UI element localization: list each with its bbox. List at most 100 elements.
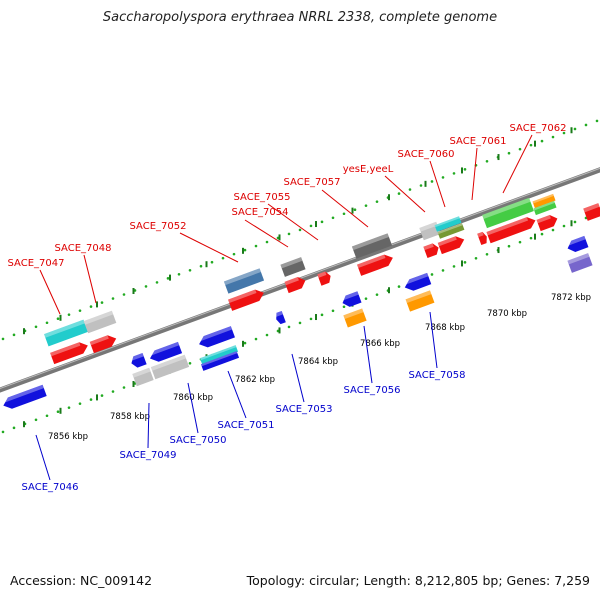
track-dot <box>562 131 566 135</box>
gene-body <box>199 345 239 365</box>
leader-line <box>227 370 247 419</box>
gene-feature-orange <box>343 308 367 328</box>
gene-shine <box>44 319 85 338</box>
gene-shine <box>343 308 364 320</box>
track-dot <box>397 285 401 288</box>
kbp-tick-label: 7858 kbp <box>110 412 150 422</box>
track-dot <box>342 212 346 216</box>
gene-label-text: SACE_7055 <box>234 192 291 203</box>
track-dot <box>397 192 401 195</box>
reverse-gene-label: SACE_7056 <box>344 325 401 396</box>
gene-shine <box>280 257 303 269</box>
gene-body <box>342 291 362 307</box>
gene-feature-green <box>533 200 557 216</box>
gene-feature-cyan <box>434 216 462 232</box>
track-dot <box>56 317 60 321</box>
track-dot <box>518 147 522 151</box>
gene-feature-darkgrey <box>351 233 393 259</box>
gene-shine <box>317 271 327 278</box>
gene-body <box>357 254 393 276</box>
leader-line <box>83 254 97 304</box>
gene-feature-grey <box>83 310 117 334</box>
track-dot <box>375 200 379 203</box>
track-dot <box>320 313 324 317</box>
gene-cds-forward <box>423 243 439 259</box>
track-dot <box>254 244 258 248</box>
gene-shine <box>477 231 484 238</box>
forward-gene-label: SACE_7061 <box>450 136 506 201</box>
track-dot <box>67 406 71 409</box>
gene-shine <box>129 352 144 362</box>
gene-body <box>583 203 600 221</box>
kbp-tick-label: 7856 kbp <box>48 432 88 442</box>
track-dot <box>540 139 544 143</box>
gene-body <box>132 367 154 387</box>
track-dot <box>375 293 379 296</box>
track-dot <box>122 293 126 296</box>
gene-label-text: yesE,yeeL <box>343 164 394 175</box>
gene-cds-forward <box>437 236 465 255</box>
track-dot <box>34 418 38 422</box>
leader-line <box>147 402 150 449</box>
track-dot <box>166 277 170 280</box>
track-dot <box>221 256 225 260</box>
reverse-gene-label: SACE_7058 <box>409 311 465 381</box>
gene-shine <box>437 236 457 247</box>
gene-label-text: SACE_7046 <box>22 482 79 493</box>
gene-cds-reverse <box>129 352 147 368</box>
gene-body <box>200 351 240 371</box>
track-dot <box>485 159 489 163</box>
gene-body <box>44 319 88 347</box>
leader-line <box>384 175 426 213</box>
track-dot <box>243 341 247 345</box>
track-dot <box>463 261 467 264</box>
gene-body <box>434 216 462 232</box>
gene-shine <box>434 216 460 228</box>
gene-shine <box>284 276 299 286</box>
gene-shine <box>536 214 551 224</box>
track-dot <box>1 430 5 434</box>
track-dot <box>298 228 302 232</box>
gene-shine <box>89 335 109 346</box>
gene-shine <box>200 351 238 367</box>
forward-gene-label: SACE_7048 <box>55 243 111 304</box>
gene-body <box>83 310 117 334</box>
gene-label-text: SACE_7047 <box>8 258 65 269</box>
gene-cds-forward <box>317 271 331 286</box>
track-dot <box>331 309 335 313</box>
gene-body <box>532 193 556 209</box>
gene-cds-forward <box>536 214 558 232</box>
kbp-tick-label: 7860 kbp <box>173 393 213 403</box>
kbp-tick-label: 7864 kbp <box>298 357 338 367</box>
forward-gene-label: SACE_7062 <box>502 123 566 194</box>
gene-feature-blue <box>200 351 240 371</box>
track-dot <box>452 265 456 268</box>
gene-shine <box>532 193 554 204</box>
leader-line <box>179 232 239 263</box>
gene-body <box>131 352 147 368</box>
track-dot <box>111 390 115 393</box>
reverse-gene-label: SACE_7046 <box>22 434 79 493</box>
track-dot <box>89 398 93 401</box>
gene-cds-reverse <box>147 341 183 362</box>
gene-shine <box>402 272 429 286</box>
gene-shine <box>437 223 463 235</box>
gene-shine <box>199 345 237 361</box>
gene-feature-orange <box>532 193 556 209</box>
gene-body <box>351 233 393 259</box>
track-dot <box>419 184 423 187</box>
gene-label-text: SACE_7052 <box>130 221 187 232</box>
leader-line <box>39 269 61 315</box>
track-dot <box>474 257 478 260</box>
gene-shine <box>567 253 590 265</box>
gene-cds-reverse <box>340 291 362 307</box>
gene-label-text: SACE_7060 <box>398 149 455 160</box>
gene-body <box>223 268 265 294</box>
gene-shine <box>583 203 600 213</box>
gene-label-text: SACE_7051 <box>218 420 275 431</box>
gene-cds-reverse <box>274 310 286 325</box>
gene-body <box>50 342 88 365</box>
track-dot <box>12 426 16 430</box>
gene-label-text: SACE_7056 <box>344 385 401 396</box>
